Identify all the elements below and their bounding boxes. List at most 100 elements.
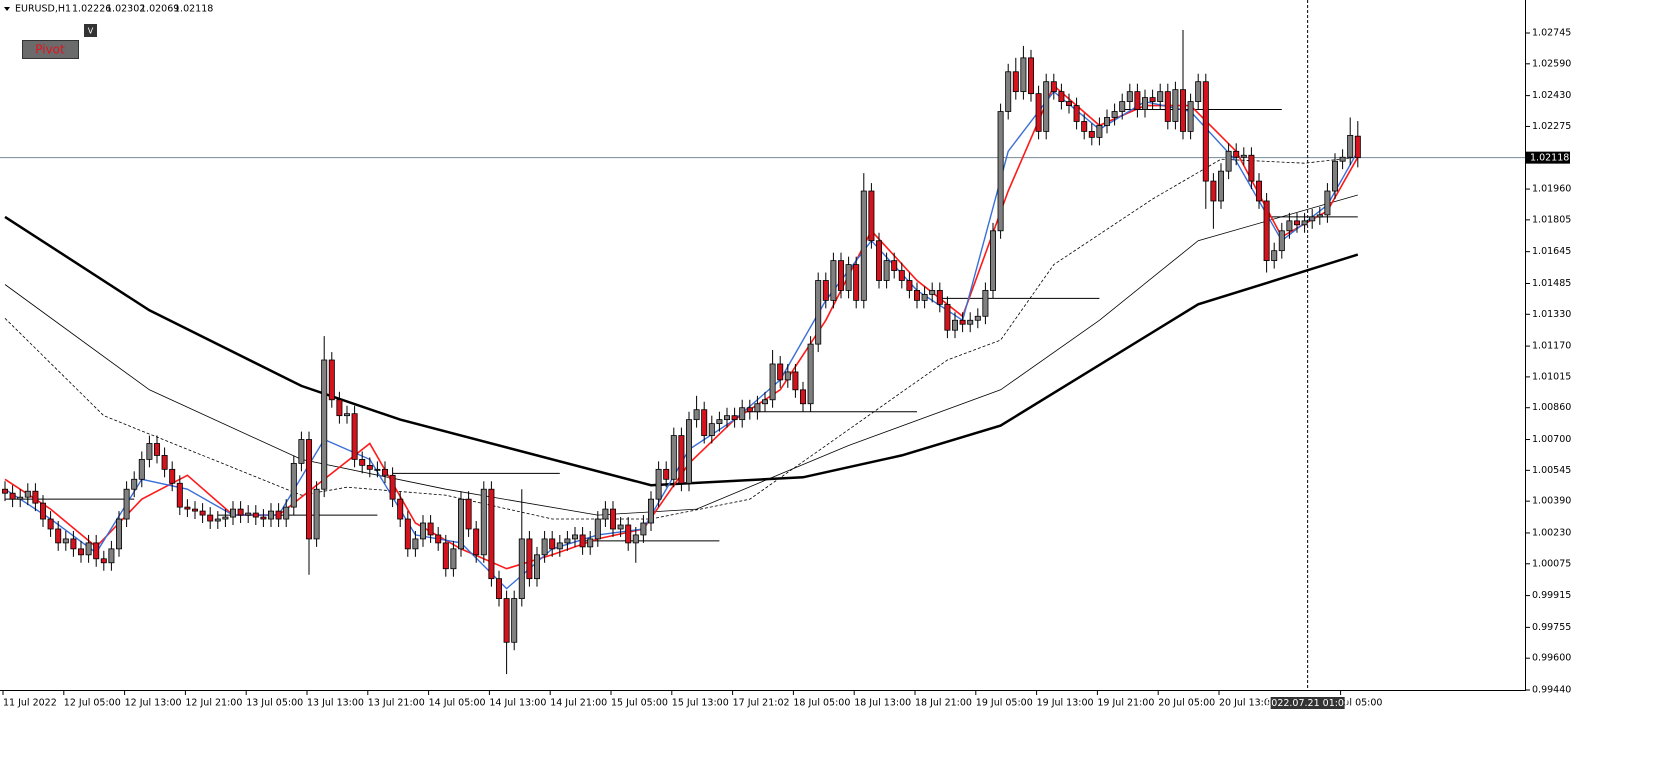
candle-body <box>1149 97 1156 102</box>
candle-body <box>632 534 639 544</box>
candle-body <box>1225 150 1232 172</box>
candle-body <box>868 190 875 242</box>
candle-body <box>746 407 753 413</box>
candle-body <box>1050 81 1057 93</box>
candle-body <box>891 260 898 271</box>
candle-body <box>594 518 601 540</box>
candle-body <box>838 260 845 291</box>
candle-body <box>511 598 518 643</box>
candle-body <box>1271 250 1278 262</box>
candle-body <box>374 468 381 471</box>
candle-body <box>572 534 579 540</box>
candle-body <box>267 510 274 520</box>
candle-body <box>815 280 822 345</box>
candle-body <box>404 518 411 550</box>
candle-body <box>359 459 366 466</box>
candle-body <box>100 558 107 564</box>
candle-body <box>495 578 502 599</box>
current-price-label: 1.02118 <box>1530 153 1569 164</box>
candle-body <box>1263 200 1270 262</box>
candle-body <box>952 319 959 331</box>
candle-body <box>70 538 77 550</box>
candle-body <box>252 512 259 518</box>
candle-body <box>1187 101 1194 132</box>
candle-body <box>731 415 738 421</box>
y-tick-label: 1.02275 <box>1532 121 1571 132</box>
x-tick-label: 18 Jul 05:00 <box>793 698 850 709</box>
candle-body <box>1332 160 1339 192</box>
indicator-line <box>4 156 1358 520</box>
candle-body <box>465 498 472 530</box>
indicator-line <box>4 215 1359 487</box>
candle-body <box>860 190 867 301</box>
low-value: 1.02069 <box>140 4 179 15</box>
y-tick-label: 1.01330 <box>1532 309 1571 320</box>
symbol: EURUSD,H1 <box>15 4 71 15</box>
candle-body <box>1126 91 1133 102</box>
candle-body <box>176 482 183 508</box>
candle-body <box>1210 180 1217 202</box>
candle-body <box>473 528 480 556</box>
x-tick-label: 13 Jul 05:00 <box>246 698 303 709</box>
candle-body <box>366 464 373 470</box>
candle-body <box>708 423 715 436</box>
indicator-line <box>4 194 1358 516</box>
candle-body <box>1066 101 1073 106</box>
candle-body <box>199 510 206 516</box>
y-tick-label: 1.00700 <box>1532 434 1571 445</box>
y-tick-label: 1.01645 <box>1532 246 1571 257</box>
candle-body <box>488 488 495 580</box>
candle-body <box>792 371 799 391</box>
crosshair-label-box <box>1270 697 1345 709</box>
toggle-button[interactable]: V <box>84 24 97 37</box>
candle-body <box>457 498 464 550</box>
y-tick-label: 1.00230 <box>1532 527 1571 538</box>
candle-body <box>381 468 388 476</box>
candle-body <box>389 474 396 500</box>
candle-body <box>534 554 541 580</box>
candle-body <box>1354 135 1361 159</box>
candle-body <box>146 443 153 460</box>
candle-body <box>351 413 358 460</box>
candle-body <box>298 439 305 464</box>
y-tick-label: 1.01170 <box>1532 341 1571 352</box>
candle-body <box>1081 121 1088 132</box>
candle-body <box>229 508 236 518</box>
current-price-box <box>1526 151 1570 164</box>
candle-body <box>17 496 24 500</box>
candle-body <box>290 462 297 508</box>
candle-body <box>131 478 138 490</box>
candle-body <box>184 506 191 510</box>
candle-body <box>1347 134 1354 158</box>
y-tick-label: 1.00860 <box>1532 402 1571 413</box>
candle-body <box>602 508 609 520</box>
candle-body <box>40 502 47 520</box>
candle-body <box>1294 220 1301 226</box>
candle-body <box>169 468 176 484</box>
candle-body <box>777 363 784 381</box>
candle-body <box>1309 216 1316 222</box>
candle-body <box>693 409 700 421</box>
candle-body <box>305 439 312 540</box>
x-tick-label: 15 Jul 05:00 <box>611 698 668 709</box>
candle-body <box>343 413 350 417</box>
candle-body <box>1248 154 1255 182</box>
pivot-button[interactable]: Pivot <box>22 40 79 59</box>
candle-body <box>313 488 320 540</box>
candle-body <box>883 260 890 281</box>
candle-body <box>769 363 776 401</box>
candle-body <box>1088 131 1095 138</box>
high-value: 1.02302 <box>106 4 145 15</box>
candle-body <box>24 490 31 498</box>
candle-body <box>701 409 708 436</box>
candle-body <box>47 518 54 530</box>
candle-body <box>123 488 130 520</box>
candle-body <box>526 538 533 580</box>
x-tick-label: 18 Jul 21:00 <box>915 698 972 709</box>
candle-body <box>1202 81 1209 182</box>
close-value: 1.02118 <box>174 4 213 15</box>
collapse-arrow[interactable] <box>4 7 10 11</box>
candle-body <box>1028 57 1035 95</box>
candle-body <box>724 415 731 421</box>
